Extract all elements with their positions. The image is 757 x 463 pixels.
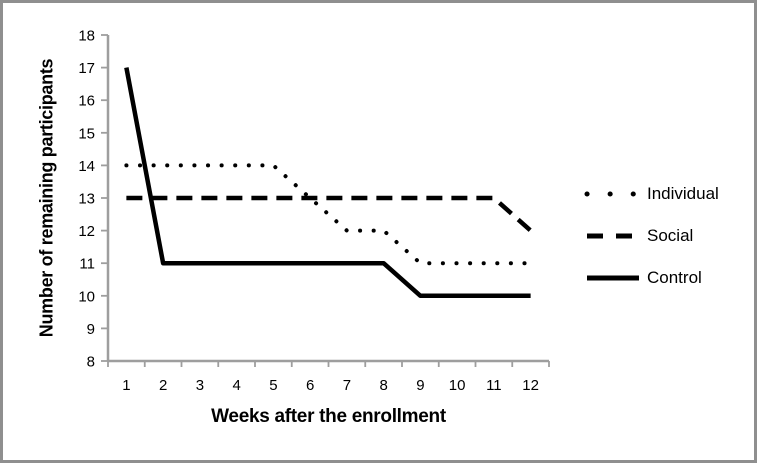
legend-item-social: Social	[584, 215, 719, 257]
svg-text:11: 11	[79, 256, 95, 273]
svg-text:10: 10	[449, 377, 466, 394]
svg-text:18: 18	[78, 28, 95, 45]
svg-text:8: 8	[87, 354, 95, 371]
svg-text:2: 2	[159, 377, 167, 394]
svg-text:3: 3	[196, 377, 204, 394]
svg-text:1: 1	[122, 377, 130, 394]
legend-label-social: Social	[647, 226, 694, 245]
x-axis-title: Weeks after the enrollment	[211, 406, 446, 427]
svg-text:12: 12	[78, 223, 95, 240]
svg-text:7: 7	[343, 377, 351, 394]
svg-text:10: 10	[78, 288, 95, 305]
legend: Individual Social Control	[584, 173, 719, 299]
svg-text:17: 17	[78, 60, 95, 77]
dotted-line-swatch	[584, 191, 642, 197]
legend-item-control: Control	[584, 257, 719, 299]
svg-text:12: 12	[522, 377, 539, 394]
svg-text:15: 15	[78, 125, 95, 142]
svg-text:11: 11	[486, 377, 502, 394]
legend-label-control: Control	[647, 268, 702, 287]
y-axis-title: Number of remaining participants	[36, 58, 57, 338]
svg-text:13: 13	[78, 191, 95, 208]
svg-text:9: 9	[87, 321, 95, 338]
solid-line-swatch	[587, 275, 639, 281]
legend-label-individual: Individual	[647, 184, 719, 203]
svg-text:5: 5	[269, 377, 277, 394]
svg-text:9: 9	[416, 377, 424, 394]
svg-text:4: 4	[232, 377, 240, 394]
svg-text:14: 14	[78, 158, 95, 175]
svg-text:8: 8	[379, 377, 387, 394]
legend-item-individual: Individual	[584, 173, 719, 215]
svg-text:16: 16	[78, 93, 95, 110]
svg-text:6: 6	[306, 377, 314, 394]
dashed-line-swatch	[587, 233, 639, 239]
